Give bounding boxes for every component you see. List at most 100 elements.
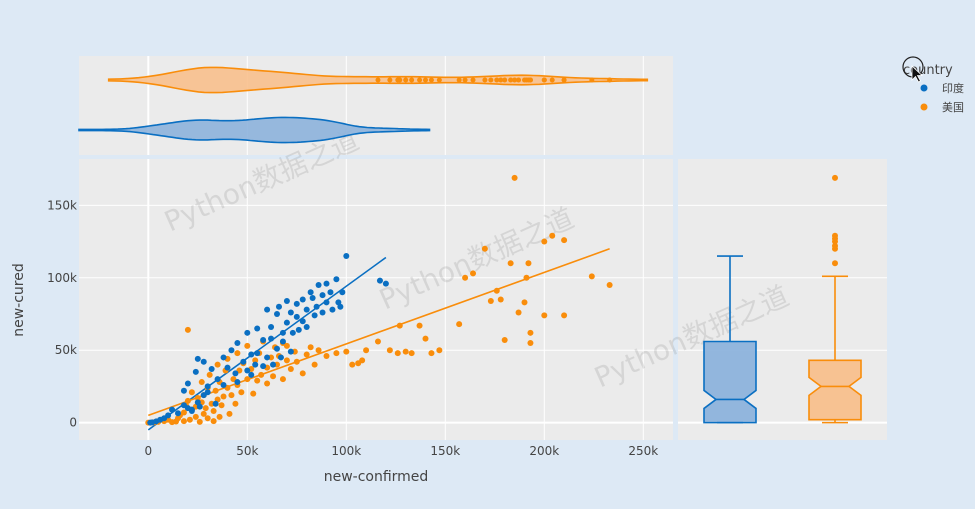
data-point (319, 309, 326, 316)
data-point (228, 392, 235, 399)
data-point (200, 410, 207, 417)
data-point (248, 371, 255, 378)
data-point (226, 410, 233, 417)
violin-point (488, 77, 494, 83)
violin-point (417, 77, 423, 83)
data-point (206, 371, 213, 378)
box-body (703, 340, 757, 424)
data-point (606, 282, 613, 289)
data-point (196, 418, 203, 425)
data-point (198, 379, 205, 386)
data-point (363, 347, 370, 354)
data-point (250, 390, 257, 397)
legend-item-usa[interactable]: 美国 (942, 101, 964, 114)
box-outlier (832, 232, 838, 239)
data-point (525, 260, 532, 267)
violin-plots (78, 66, 649, 144)
data-point (303, 324, 310, 331)
data-point (180, 418, 187, 425)
data-point (527, 339, 534, 346)
data-point (349, 361, 356, 368)
x-tick-label: 250k (628, 444, 658, 458)
data-point (295, 326, 302, 333)
box-body (808, 359, 862, 421)
violin-point (541, 77, 547, 83)
data-point (549, 232, 556, 239)
data-point (212, 387, 219, 394)
y-tick-label: 50k (55, 343, 77, 357)
data-point (428, 350, 435, 357)
data-point (275, 303, 282, 310)
data-point (527, 329, 534, 336)
data-point (214, 361, 221, 368)
data-point (244, 342, 251, 349)
data-point (214, 376, 221, 383)
legend-marker-usa (920, 103, 928, 111)
data-point (279, 338, 286, 345)
data-point (293, 313, 300, 320)
data-point (299, 296, 306, 303)
data-point (394, 350, 401, 357)
data-point (323, 299, 330, 306)
data-point (376, 277, 383, 284)
data-point (234, 339, 241, 346)
violin-point (375, 77, 381, 83)
x-axis-label: new-confirmed (324, 469, 429, 485)
violin-point (516, 77, 522, 83)
data-point (216, 413, 223, 420)
data-point (244, 329, 251, 336)
data-point (254, 325, 261, 332)
data-point (343, 348, 350, 355)
x-tick-label: 0 (144, 444, 152, 458)
data-point (274, 310, 280, 317)
scatter-panel (79, 159, 673, 440)
box-outlier (832, 174, 838, 181)
violin-point (527, 77, 533, 83)
mouse-cursor-icon (902, 56, 924, 83)
data-point (307, 289, 314, 296)
violin-point (423, 77, 428, 83)
data-point (521, 299, 528, 306)
data-point (260, 337, 267, 344)
violin-point (512, 77, 518, 83)
data-point (303, 351, 310, 358)
violin-point (397, 77, 403, 83)
data-point (315, 347, 322, 354)
data-point (283, 319, 290, 326)
box-outlier (832, 242, 838, 249)
data-point (279, 329, 286, 336)
legend[interactable]: country 印度 美国 (903, 63, 964, 114)
data-point (210, 418, 217, 425)
data-point (497, 296, 504, 303)
data-point (487, 297, 494, 304)
data-point (337, 303, 344, 310)
data-point (244, 376, 251, 383)
violin-point (561, 77, 567, 83)
y-tick-label: 150k (47, 198, 77, 212)
data-point (204, 383, 211, 390)
data-point (252, 357, 259, 364)
data-point (184, 397, 191, 404)
data-point (408, 350, 415, 357)
legend-title: country (903, 63, 953, 78)
violin-point (462, 77, 468, 83)
data-point (252, 361, 259, 368)
data-point (303, 306, 310, 313)
data-point (264, 354, 271, 361)
legend-marker-india (920, 84, 928, 92)
legend-item-india[interactable]: 印度 (942, 81, 964, 95)
data-point (260, 363, 267, 370)
violin-point (589, 77, 595, 83)
violin-point (607, 77, 613, 83)
data-point (224, 364, 231, 371)
y-axis-label: new-cured (11, 263, 27, 337)
data-point (493, 287, 500, 294)
violin-point (387, 77, 393, 83)
data-point (212, 400, 219, 407)
data-point (279, 376, 286, 383)
data-point (470, 270, 477, 277)
data-point (232, 400, 239, 407)
violin-point (498, 77, 504, 83)
data-point (208, 366, 215, 373)
